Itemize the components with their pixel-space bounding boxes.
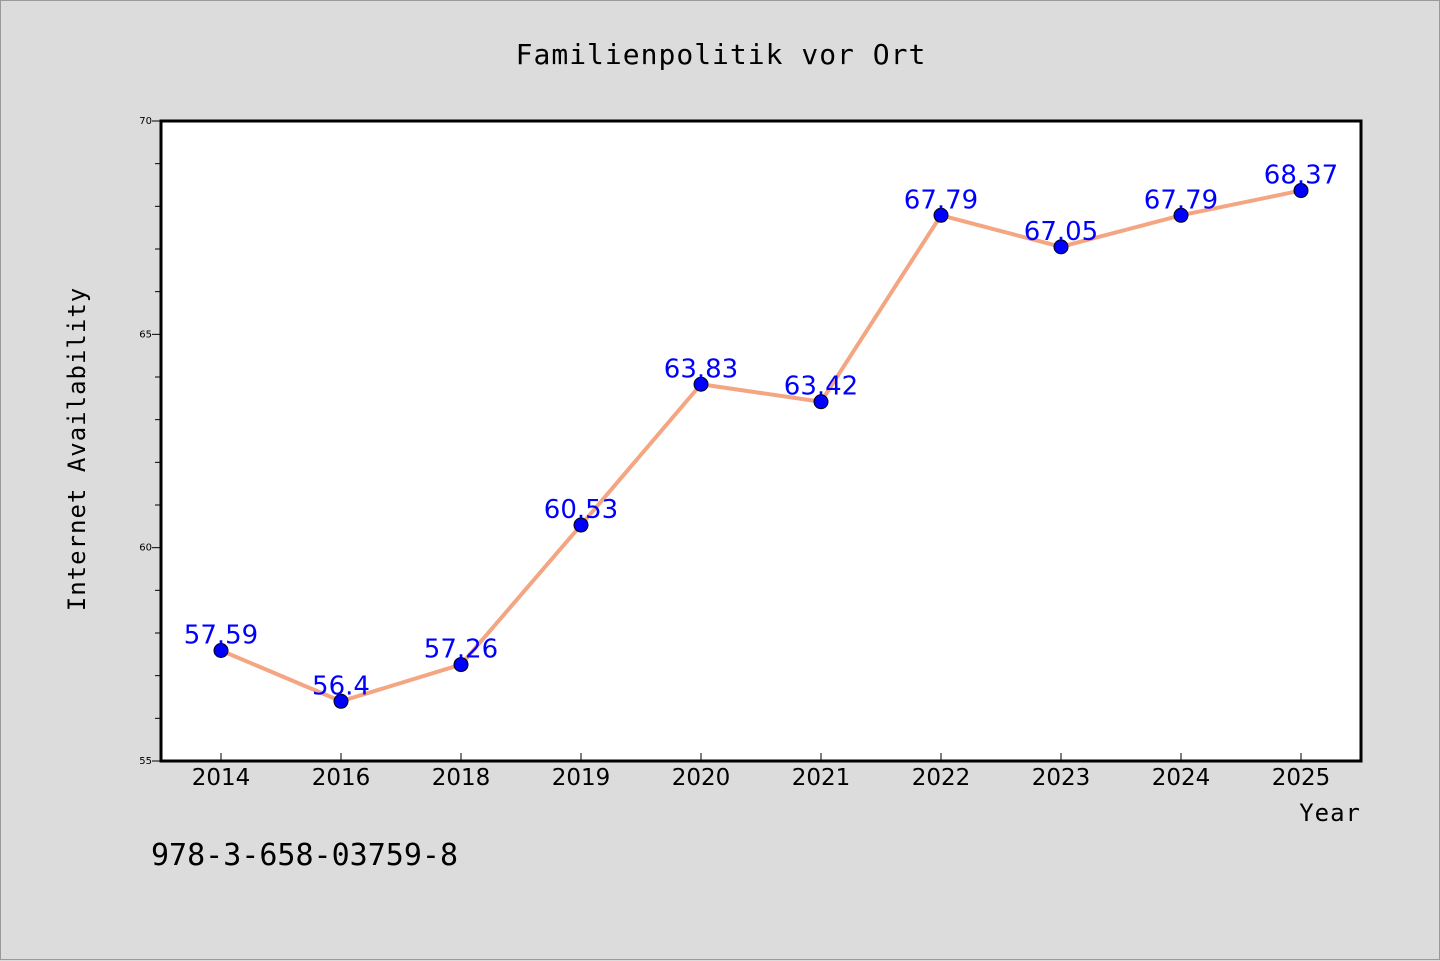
plot-area [161, 121, 1361, 761]
x-tick-label: 2016 [312, 765, 371, 791]
data-label: 67.79 [904, 185, 978, 215]
x-tick-label: 2020 [672, 765, 731, 791]
y-tick-label: 55 [139, 756, 152, 767]
chart-title: Familienpolitik vor Ort [516, 38, 927, 71]
data-point-marker [573, 517, 589, 533]
data-label: 56.4 [312, 671, 370, 701]
data-label: 67.05 [1024, 217, 1098, 247]
data-label: 63.42 [784, 372, 858, 402]
x-tick-label: 2023 [1032, 765, 1091, 791]
data-label: 57.26 [424, 635, 498, 665]
x-tick-label: 2024 [1152, 765, 1211, 791]
x-axis-label: Year [1299, 799, 1361, 827]
isbn-footnote: 978-3-658-03759-8 [151, 838, 458, 873]
y-axis: 55 60 65 70 [139, 116, 161, 767]
data-point-marker [213, 642, 229, 658]
data-label: 68.37 [1264, 161, 1338, 191]
data-point-marker [1053, 239, 1069, 255]
y-axis-label: Internet Availability [63, 287, 91, 611]
y-tick-label: 70 [139, 116, 152, 127]
plot-frame [159, 119, 1363, 763]
x-tick-label: 2019 [552, 765, 611, 791]
data-point-marker [333, 693, 349, 709]
data-point-marker [813, 394, 829, 410]
y-tick-label: 65 [139, 329, 152, 340]
data-point-marker [453, 657, 469, 673]
data-label: 63.83 [664, 354, 738, 384]
series-line [219, 188, 1303, 704]
y-tick-label: 60 [139, 543, 152, 554]
data-point-marker [693, 376, 709, 392]
data-point-marker [933, 207, 949, 223]
data-point-marker [1173, 207, 1189, 223]
data-label: 57.59 [184, 620, 258, 650]
x-axis: 2014 2016 2018 2019 2020 2021 2022 2023 2024 2025 [192, 753, 1331, 791]
x-tick-label: 2014 [192, 765, 251, 791]
x-tick-label: 2025 [1272, 765, 1331, 791]
data-point-marker [1293, 183, 1309, 199]
data-label: 60.53 [544, 495, 618, 525]
x-tick-label: 2021 [792, 765, 851, 791]
data-label: 67.79 [1144, 185, 1218, 215]
x-tick-label: 2022 [912, 765, 971, 791]
x-tick-label: 2018 [432, 765, 491, 791]
series-layer: 57.59 56.4 57.26 60.53 63.83 63.42 67.79 67.05 6… [184, 161, 1338, 709]
